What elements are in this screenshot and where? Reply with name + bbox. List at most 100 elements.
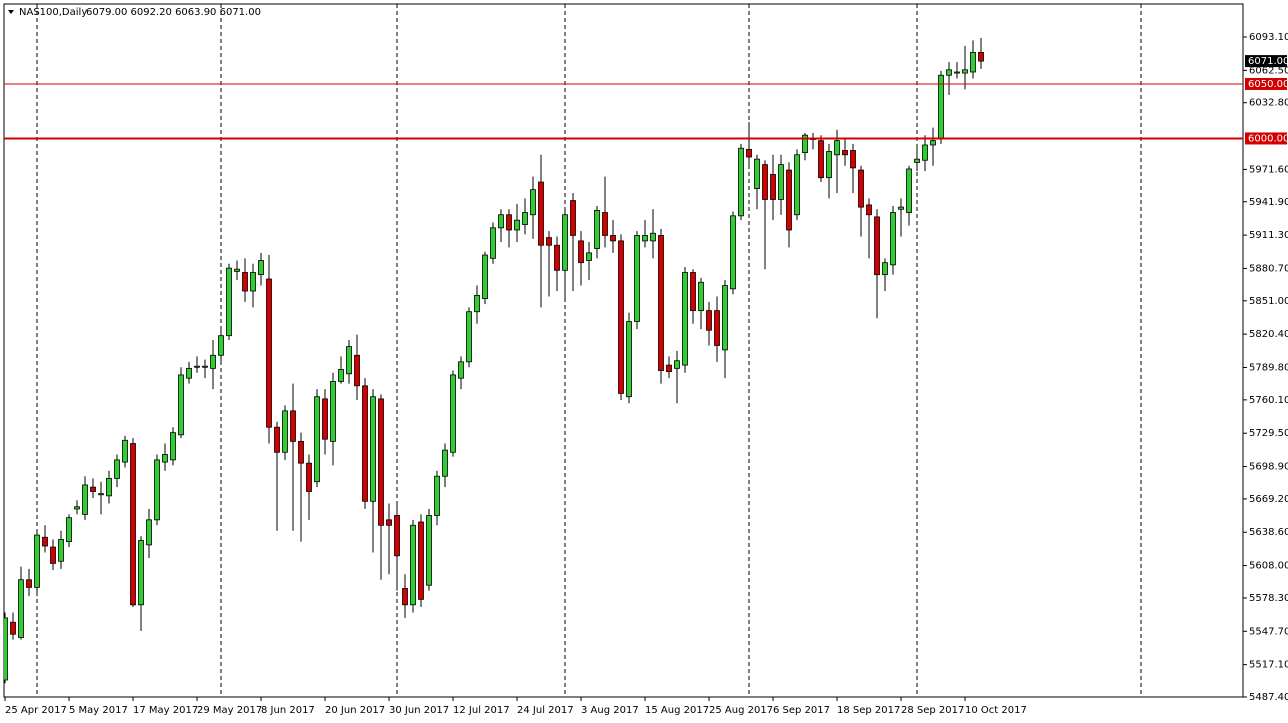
y-tick-label: 5911.30 xyxy=(1249,230,1288,241)
candle-body xyxy=(922,144,928,161)
x-tick-label: 3 Aug 2017 xyxy=(581,705,639,716)
x-tick-label: 18 Sep 2017 xyxy=(837,705,900,716)
candle-body xyxy=(962,69,968,74)
candle-body xyxy=(714,310,720,346)
candle-body xyxy=(154,459,160,521)
candle-body xyxy=(770,174,776,200)
y-tick-label: 5638.60 xyxy=(1249,527,1288,538)
y-tick-label: 5608.00 xyxy=(1249,561,1288,572)
candle-body xyxy=(74,506,80,510)
candle-body xyxy=(106,478,112,497)
candle-body xyxy=(898,206,904,210)
candle-body xyxy=(386,519,392,526)
candle-body xyxy=(282,410,288,453)
candle-body xyxy=(482,254,488,300)
y-tick-label: 6032.80 xyxy=(1249,98,1288,109)
candle-body xyxy=(642,235,648,242)
menu-triangle[interactable] xyxy=(8,10,14,14)
candle-body xyxy=(706,310,712,331)
candle-body xyxy=(178,374,184,436)
candle-body xyxy=(394,515,400,557)
candle-body xyxy=(570,200,576,236)
y-tick-label: 6062.50 xyxy=(1249,65,1288,76)
candle-body xyxy=(970,51,976,73)
x-tick-label: 6 Sep 2017 xyxy=(773,705,830,716)
x-tick-label: 12 Jul 2017 xyxy=(453,705,510,716)
candle-body xyxy=(618,240,624,394)
x-tick-label: 20 Jun 2017 xyxy=(325,705,385,716)
candle-body xyxy=(18,579,24,638)
candle-body xyxy=(322,398,328,440)
candle-body xyxy=(786,169,792,231)
candle-body xyxy=(602,212,608,236)
candle-body xyxy=(682,272,688,366)
candle-body xyxy=(90,486,96,492)
candle-body xyxy=(794,154,800,216)
candle-body xyxy=(914,158,920,163)
candle-body xyxy=(746,148,752,158)
candle-body xyxy=(930,140,936,146)
y-tick-label: 5820.40 xyxy=(1249,329,1288,340)
candle-body xyxy=(442,449,448,477)
candle-body xyxy=(378,398,384,526)
candle-body xyxy=(698,281,704,312)
candle-body xyxy=(50,546,56,564)
y-tick-label: 5760.10 xyxy=(1249,395,1288,406)
candle-body xyxy=(834,140,840,156)
candle-body xyxy=(418,521,424,600)
candle-body xyxy=(722,285,728,351)
y-tick-label: 5517.10 xyxy=(1249,660,1288,671)
price-tag xyxy=(1245,55,1287,68)
candle-body xyxy=(906,168,912,213)
y-tick-label: 5547.70 xyxy=(1249,626,1288,637)
price-tag xyxy=(1245,132,1287,145)
y-tick-label: 5971.60 xyxy=(1249,164,1288,175)
candle-body xyxy=(242,272,248,292)
x-tick-label: 29 May 2017 xyxy=(197,705,262,716)
candle-body xyxy=(226,267,232,337)
price-tag-label: 6050.00 xyxy=(1248,79,1288,90)
x-tick-label: 25 Apr 2017 xyxy=(5,705,67,716)
candle-body xyxy=(858,169,864,208)
candle-body xyxy=(978,51,984,62)
y-tick-label: 5578.30 xyxy=(1249,593,1288,604)
x-tick-label: 8 Jun 2017 xyxy=(261,705,315,716)
candle-body xyxy=(186,367,192,379)
candle-body xyxy=(538,181,544,246)
candle-body xyxy=(466,311,472,363)
candle-body xyxy=(426,515,432,586)
candle-body xyxy=(434,475,440,516)
candle-body xyxy=(610,235,616,242)
candle-body xyxy=(634,235,640,322)
candle-body xyxy=(274,426,280,453)
candle-body xyxy=(946,69,952,76)
candle-body xyxy=(506,214,512,231)
candle-body xyxy=(306,462,312,492)
candle-body xyxy=(586,252,592,261)
y-tick-label: 5729.50 xyxy=(1249,428,1288,439)
candle-body xyxy=(58,539,64,562)
candle-body xyxy=(266,278,272,428)
candle-body xyxy=(522,212,528,225)
candle-body xyxy=(258,260,264,276)
candle-body xyxy=(218,335,224,356)
y-tick-label: 5851.00 xyxy=(1249,296,1288,307)
candle-body xyxy=(842,150,848,156)
candle-body xyxy=(874,216,880,276)
candle-body xyxy=(10,621,16,635)
price-tag-label: 6000.00 xyxy=(1248,133,1288,144)
candle-body xyxy=(658,235,664,371)
candle-body xyxy=(162,454,168,463)
candle-body xyxy=(578,240,584,264)
x-tick-label: 17 May 2017 xyxy=(133,705,198,716)
candle-body xyxy=(802,134,808,154)
candle-body xyxy=(234,268,240,272)
x-tick-label: 30 Jun 2017 xyxy=(389,705,449,716)
candle-body xyxy=(330,381,336,442)
candle-body xyxy=(562,214,568,271)
candle-body xyxy=(362,385,368,502)
candle-body xyxy=(42,536,48,547)
candle-body xyxy=(546,237,552,246)
candle-body xyxy=(778,164,784,200)
candle-body xyxy=(290,410,296,442)
